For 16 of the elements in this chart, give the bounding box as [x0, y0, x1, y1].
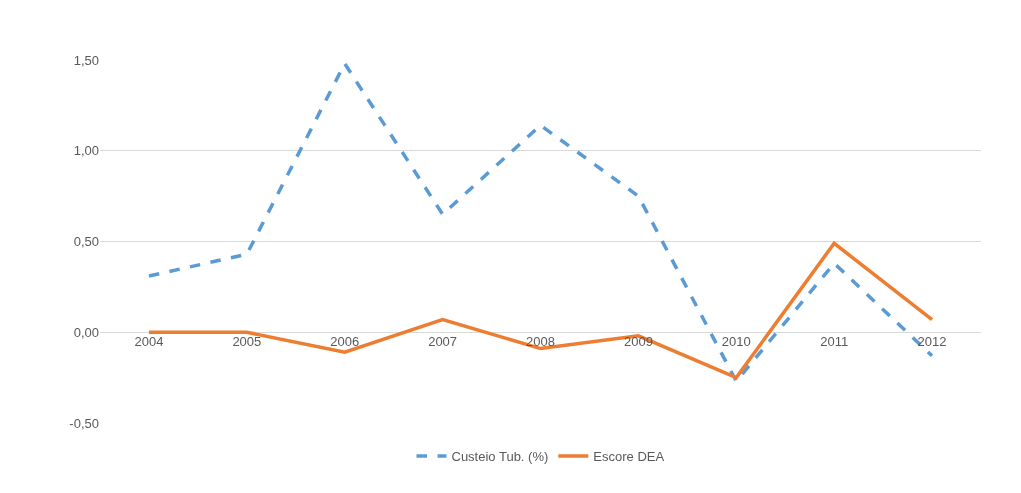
- y-tick-label: 1,00: [73, 143, 99, 159]
- x-tick-label: 2006: [330, 334, 360, 350]
- y-tick-label: -0,50: [69, 415, 99, 431]
- y-tick-label: 0,50: [73, 234, 99, 250]
- legend-label: Custeio Tub. (%): [451, 449, 549, 465]
- y-tick-label: 1,50: [73, 52, 99, 68]
- x-tick-label: 2005: [232, 334, 262, 350]
- x-tick-label: 2009: [623, 334, 653, 350]
- x-tick-label: 2007: [428, 334, 458, 350]
- legend-label: Escore DEA: [593, 449, 665, 465]
- x-tick-label: 2010: [721, 334, 751, 350]
- x-tick-label: 2012: [917, 334, 947, 350]
- x-tick-label: 2011: [820, 334, 849, 350]
- x-tick-label: 2008: [526, 334, 555, 350]
- y-tick-label: 0,00: [73, 324, 99, 340]
- x-tick-label: 2004: [134, 334, 164, 350]
